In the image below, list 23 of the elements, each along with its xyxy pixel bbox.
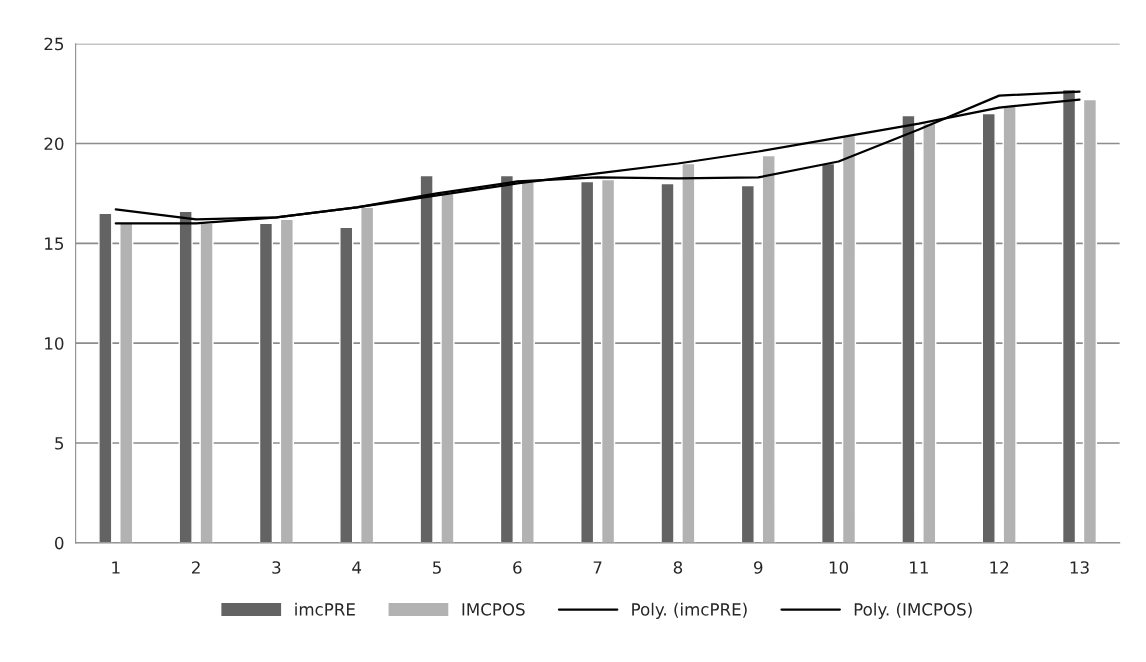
legend-label: imcPRE — [295, 602, 355, 616]
x-tick-label: 10 — [829, 561, 849, 574]
x-tick-label: 13 — [1070, 561, 1089, 574]
y-tick-label: 10 — [45, 337, 64, 350]
x-tick-label: 11 — [910, 561, 928, 574]
x-tick-label: 5 — [433, 561, 441, 574]
y-tick-label: 20 — [44, 137, 64, 151]
y-tick-label: 15 — [45, 237, 64, 250]
y-tick-label: 25 — [44, 37, 64, 51]
x-tick-label: 2 — [192, 561, 200, 574]
x-tick-label: 9 — [754, 561, 763, 574]
x-tick-label: 6 — [513, 561, 522, 574]
legend-label: Poly. (IMCPOS) — [854, 602, 972, 619]
y-tick-label: 5 — [55, 437, 64, 450]
x-tick-label: 4 — [352, 561, 362, 574]
x-tick-label: 12 — [990, 561, 1009, 574]
x-tick-label: 1 — [112, 561, 120, 574]
legend-label: IMCPOS — [462, 603, 525, 616]
legend-label: Poly. (imcPRE) — [632, 602, 747, 619]
y-tick-label: 0 — [55, 536, 64, 550]
x-tick-label: 7 — [593, 561, 602, 574]
x-tick-label: 8 — [673, 561, 683, 574]
x-tick-label: 3 — [272, 561, 281, 574]
